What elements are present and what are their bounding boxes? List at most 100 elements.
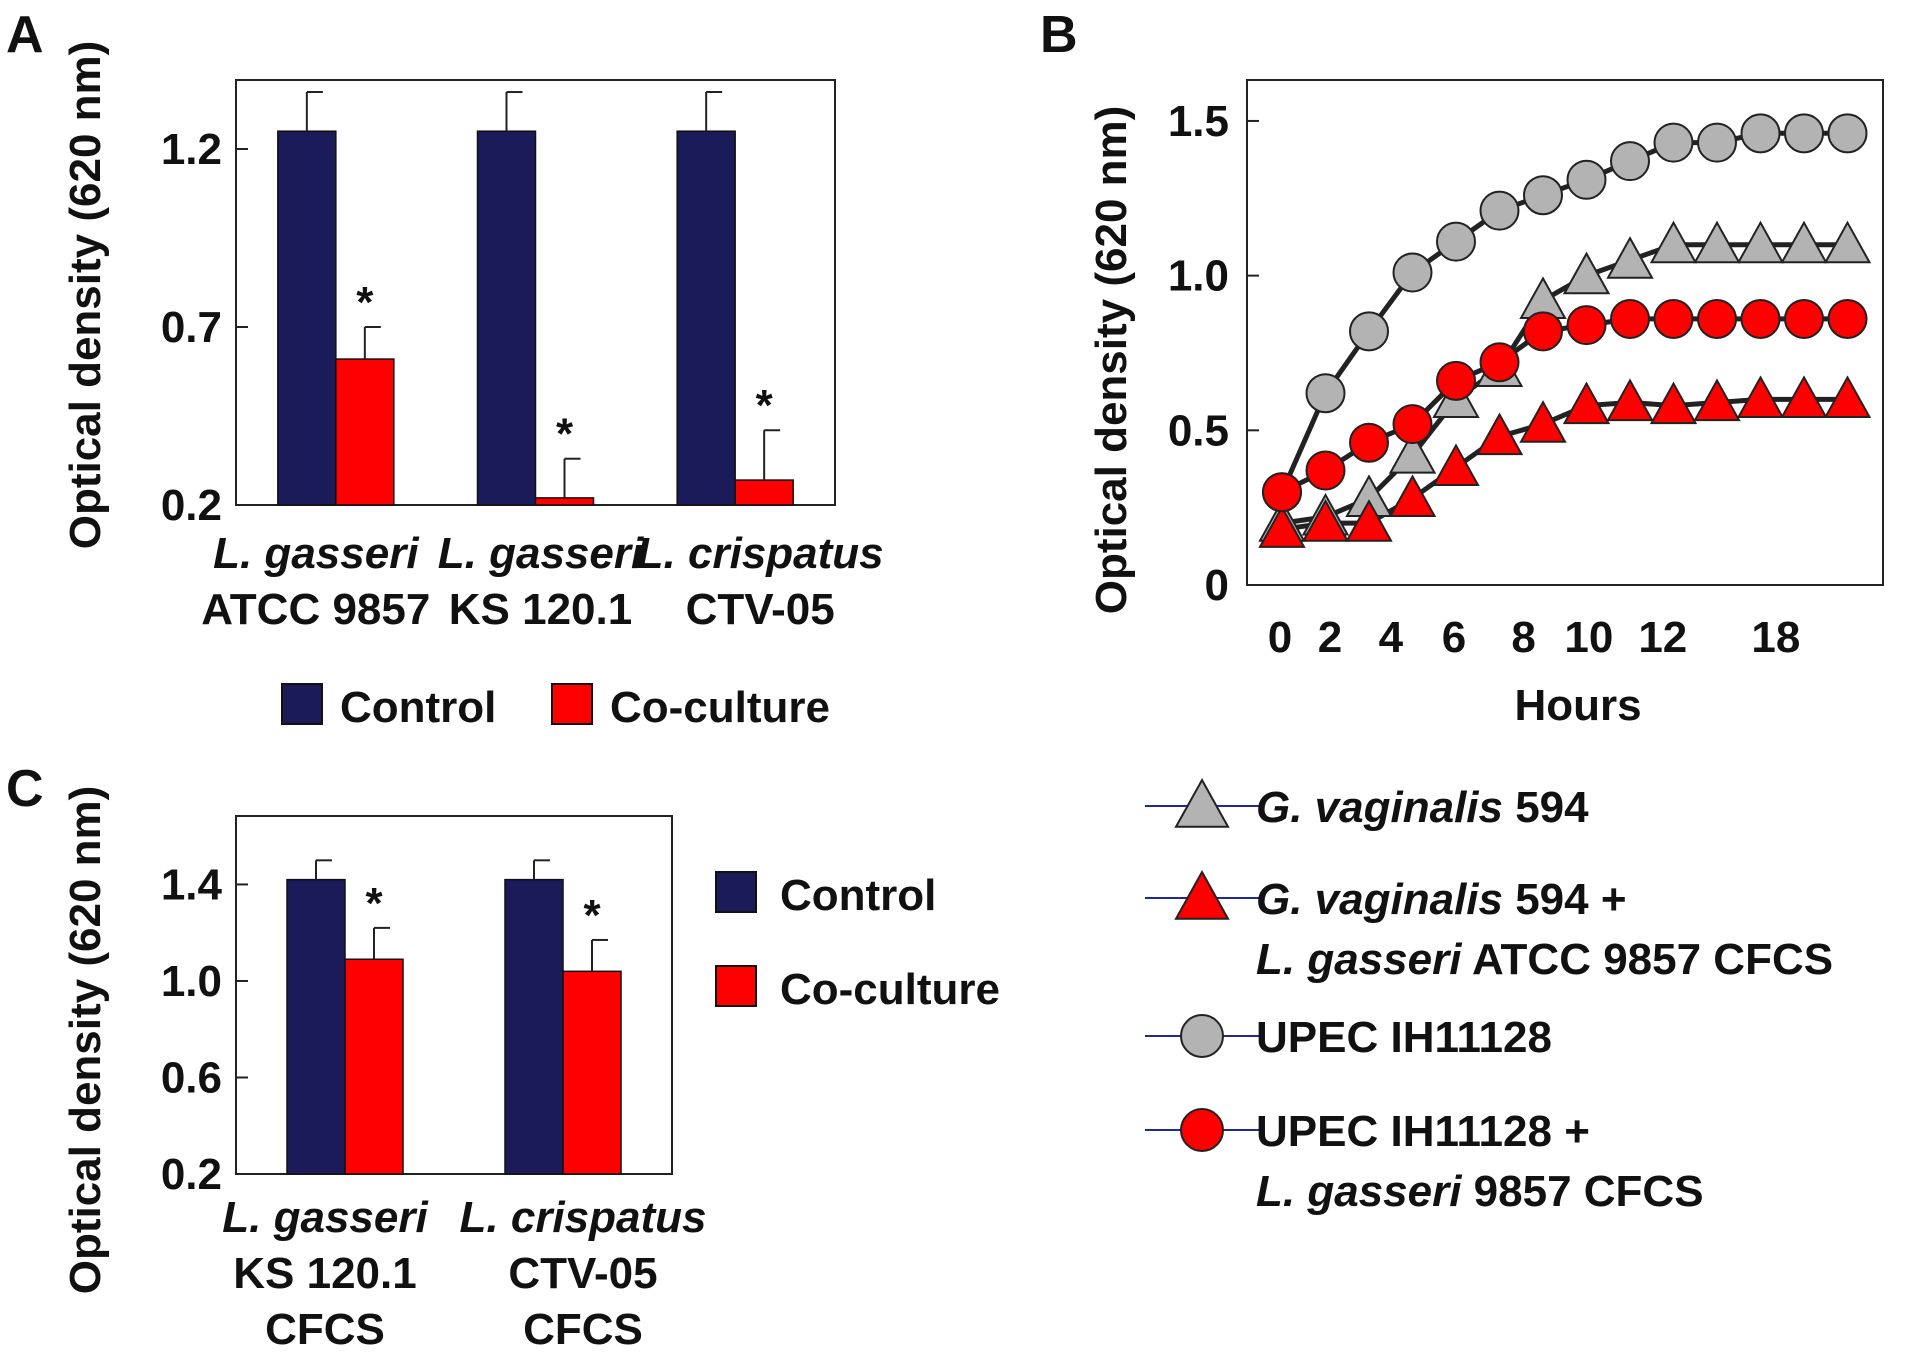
legend-label: G. vaginalis 594 + bbox=[1256, 875, 1627, 924]
data-point bbox=[1262, 472, 1302, 513]
legend-label-control: Control bbox=[340, 683, 496, 732]
data-point bbox=[1349, 422, 1389, 463]
y-tick-label: 0.2 bbox=[161, 481, 222, 530]
category-label-species: L. gasseri bbox=[222, 1193, 428, 1242]
y-tick-label: 0.2 bbox=[161, 1150, 222, 1199]
legend-marker bbox=[1180, 1014, 1224, 1058]
legend-marker bbox=[1180, 1108, 1224, 1152]
significance-star: * bbox=[583, 891, 601, 940]
category-label-species: L. crispatus bbox=[460, 1193, 707, 1242]
panel-b-chart: Optical density (620 nm) Hours 0 0.5 1.0 1.… bbox=[1087, 79, 1884, 730]
data-point bbox=[1823, 375, 1872, 418]
panel-a-chart: Optical density (620 nm) 0.2 0.7 1.2 * * * L… bbox=[61, 41, 884, 634]
category-label-strain: ATCC 9857 bbox=[201, 585, 430, 634]
data-point bbox=[1479, 190, 1520, 231]
y-tick-label: 1.0 bbox=[161, 957, 222, 1006]
data-point bbox=[1432, 443, 1480, 487]
legend-label: UPEC IH11128 + bbox=[1256, 1107, 1590, 1156]
y-tick-label: 1.0 bbox=[1168, 252, 1229, 301]
data-point bbox=[1649, 381, 1698, 425]
legend-label-text: 9857 CFCS bbox=[1461, 1167, 1703, 1216]
y-tick-label: 1.4 bbox=[161, 860, 223, 909]
data-point bbox=[1436, 221, 1476, 262]
panel-c-frame bbox=[235, 815, 673, 1175]
data-point bbox=[1562, 251, 1611, 295]
data-point bbox=[1392, 252, 1433, 293]
data-point bbox=[1740, 113, 1781, 154]
panel-b-xlabel: Hours bbox=[1514, 681, 1641, 730]
legend-c-label-control: Control bbox=[780, 871, 936, 920]
bar-coculture bbox=[534, 497, 595, 506]
x-tick-label: 2 bbox=[1318, 613, 1342, 662]
significance-star: * bbox=[365, 879, 383, 928]
panel-c-ylabel: Optical density (620 nm) bbox=[61, 786, 110, 1295]
y-tick-label: 0 bbox=[1205, 561, 1229, 610]
panel-c-legend: Control Co-culture bbox=[715, 871, 1000, 1014]
data-point bbox=[1649, 220, 1698, 264]
data-point bbox=[1519, 400, 1567, 443]
data-point bbox=[1827, 113, 1868, 154]
y-tick-label: 0.5 bbox=[1168, 406, 1229, 455]
data-point bbox=[1301, 499, 1350, 542]
legend-label-italic: G. vaginalis bbox=[1256, 783, 1503, 832]
y-tick-label: 0.7 bbox=[161, 303, 222, 352]
bar-coculture bbox=[562, 970, 622, 1175]
bar-control bbox=[676, 130, 736, 506]
legend-marker bbox=[1174, 869, 1230, 920]
category-label-cfcs: CFCS bbox=[523, 1305, 643, 1354]
x-tick-label: 4 bbox=[1379, 613, 1404, 662]
legend-c-swatch-coculture bbox=[715, 965, 757, 1007]
legend-label-text: UPEC IH11128 bbox=[1256, 1013, 1552, 1062]
legend-c-swatch-control bbox=[715, 871, 757, 913]
category-label-strain: CTV-05 bbox=[686, 585, 835, 634]
data-point bbox=[1388, 474, 1437, 517]
significance-star: * bbox=[756, 381, 774, 430]
legend-label-coculture: Co-culture bbox=[610, 683, 830, 732]
legend-label-text: 594 + bbox=[1503, 875, 1627, 924]
data-point bbox=[1345, 499, 1393, 542]
y-tick-label: 1.2 bbox=[161, 125, 222, 174]
panel-label-c: C bbox=[6, 760, 44, 818]
data-point bbox=[1697, 122, 1737, 163]
data-point bbox=[1823, 220, 1872, 264]
bar-control bbox=[286, 878, 346, 1175]
panel-a-ylabel: Optical density (620 nm) bbox=[61, 41, 110, 550]
data-point bbox=[1475, 412, 1524, 456]
data-point bbox=[1566, 159, 1607, 200]
legend-label-italic: L. gasseri bbox=[1256, 1167, 1462, 1216]
legend-label: G. vaginalis 594 bbox=[1256, 783, 1589, 832]
data-point bbox=[1784, 298, 1824, 339]
category-label-species: L. crispatus bbox=[637, 529, 884, 578]
data-point bbox=[1653, 298, 1694, 339]
data-point bbox=[1562, 381, 1611, 425]
data-point bbox=[1610, 298, 1650, 339]
legend-label-text: 594 bbox=[1503, 783, 1589, 832]
data-point bbox=[1388, 431, 1437, 474]
data-point bbox=[1610, 141, 1650, 182]
data-point bbox=[1566, 305, 1607, 346]
data-point bbox=[1606, 378, 1654, 422]
data-point bbox=[1693, 220, 1741, 264]
legend-c-label-coculture: Co-culture bbox=[780, 965, 1000, 1014]
legend-swatch-coculture bbox=[551, 683, 593, 725]
x-tick-label: 12 bbox=[1638, 613, 1687, 662]
panel-b-ylabel: Optical density (620 nm) bbox=[1087, 106, 1136, 615]
panel-a-legend: Control Co-culture bbox=[281, 683, 830, 732]
panel-label-b: B bbox=[1040, 6, 1078, 64]
legend-marker bbox=[1174, 777, 1230, 828]
bar-coculture bbox=[344, 958, 404, 1175]
data-point bbox=[1349, 311, 1389, 352]
x-tick-label: 18 bbox=[1751, 613, 1800, 662]
category-label-cfcs: CFCS bbox=[265, 1305, 385, 1354]
category-label-species: L. gasseri bbox=[438, 529, 644, 578]
x-tick-label: 8 bbox=[1511, 613, 1535, 662]
legend-label: UPEC IH11128 bbox=[1256, 1013, 1552, 1062]
legend-label-text: ATCC 9857 CFCS bbox=[1461, 935, 1833, 984]
x-tick-label: 0 bbox=[1268, 613, 1292, 662]
data-point bbox=[1740, 298, 1781, 339]
panel-b-frame bbox=[1246, 79, 1884, 586]
data-point bbox=[1780, 220, 1828, 264]
significance-star: * bbox=[556, 410, 574, 459]
legend-label-text: UPEC IH11128 + bbox=[1256, 1107, 1590, 1156]
